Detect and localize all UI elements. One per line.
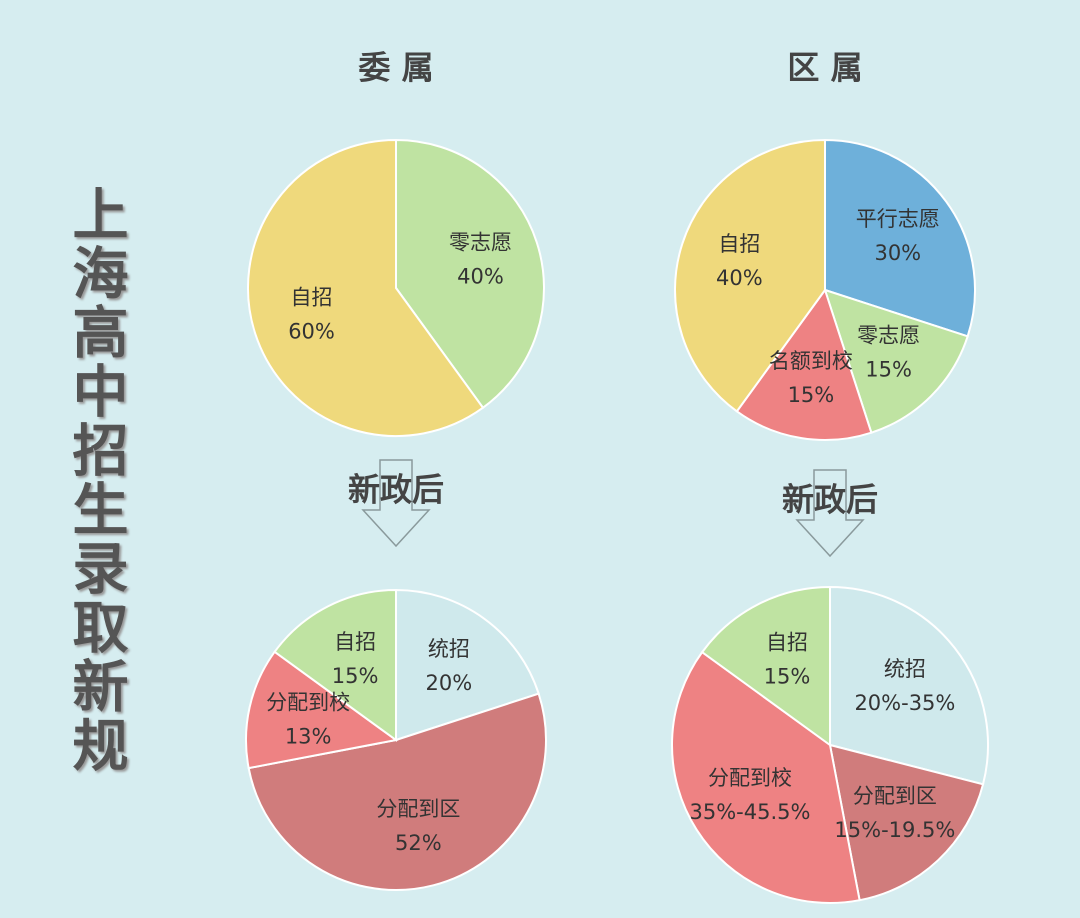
pie-slice — [247, 692, 547, 891]
pie-slice — [700, 585, 831, 747]
slice-label: 统招 — [884, 657, 926, 681]
value-label: 15% — [764, 665, 811, 689]
chart-title: 区 属 — [787, 49, 862, 87]
value-label: 15% — [788, 383, 835, 407]
chart-title: 委 属 — [358, 49, 433, 87]
value-label: 40% — [716, 266, 763, 290]
slice-label: 自招 — [718, 232, 760, 256]
pie-slice — [395, 138, 545, 410]
value-label: 35%-45.5% — [689, 800, 810, 824]
arrow — [795, 469, 865, 558]
pie-slice — [671, 650, 861, 904]
slice-label: 平行志愿 — [856, 207, 940, 231]
slice-label: 分配到校 — [266, 690, 350, 714]
pie-slice — [828, 743, 985, 902]
pie-slice — [829, 585, 989, 786]
value-label: 30% — [874, 241, 921, 265]
pie-slice — [273, 588, 397, 742]
annotation: 新政后 — [348, 471, 444, 509]
pie-slice — [245, 650, 399, 770]
value-label: 20% — [426, 671, 473, 695]
value-label: 13% — [285, 724, 332, 748]
pie-slice — [247, 138, 485, 437]
pie-slice — [824, 138, 976, 338]
pie-slice — [735, 287, 873, 441]
slice-label: 统招 — [428, 637, 470, 661]
slice-label: 自招 — [334, 630, 376, 654]
slice-label: 自招 — [291, 285, 333, 309]
value-label: 15% — [332, 664, 379, 688]
slice-label: 分配到校 — [708, 766, 792, 790]
value-label: 40% — [457, 265, 504, 289]
slice-label: 零志愿 — [857, 324, 920, 348]
slice-label: 分配到区 — [376, 797, 460, 821]
slice-label: 零志愿 — [449, 231, 512, 255]
value-label: 52% — [395, 831, 442, 855]
value-label: 60% — [288, 319, 335, 343]
pie-slice — [395, 588, 540, 742]
slice-label: 分配到区 — [853, 784, 937, 808]
value-label: 15%-19.5% — [834, 818, 955, 842]
slice-label: 名额到校 — [769, 349, 853, 373]
value-label: 15% — [865, 358, 912, 382]
annotation: 新政后 — [782, 481, 878, 519]
page-title: 上海高中招生录取新规 — [63, 185, 129, 775]
arrow — [361, 459, 431, 548]
value-label: 20%-35% — [854, 691, 955, 715]
slice-label: 自招 — [766, 631, 808, 655]
pie-slice — [674, 138, 826, 413]
